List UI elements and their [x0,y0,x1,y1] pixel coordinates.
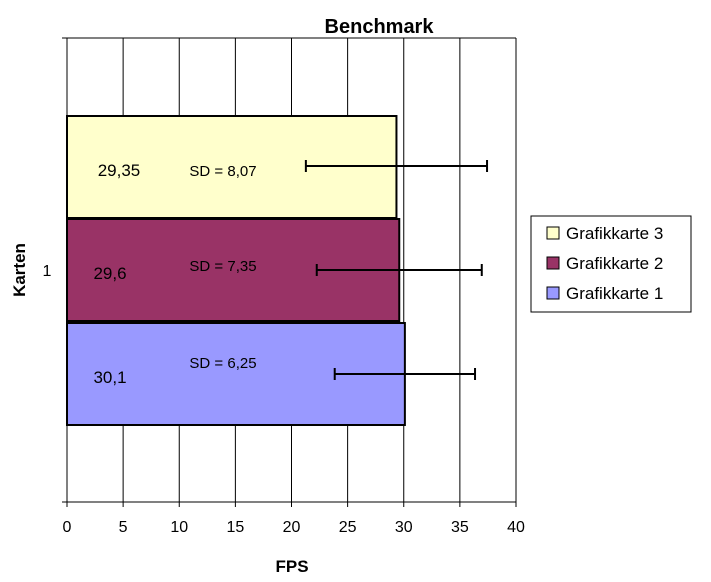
legend-swatch [546,226,560,240]
legend-swatch [546,286,560,300]
y-category-label: 1 [43,263,52,280]
x-axis-title: FPS [275,557,308,576]
x-tick-label: 30 [395,519,413,536]
sd-label: SD = 7,35 [189,258,256,275]
sd-label: SD = 6,25 [189,355,256,372]
y-axis-title: Karten [10,243,29,297]
x-tick-label: 5 [119,519,128,536]
x-tick-label: 0 [63,519,72,536]
legend-label: Grafikkarte 3 [566,224,663,243]
sd-label: SD = 8,07 [189,163,256,180]
x-tick-label: 25 [339,519,357,536]
chart-title: Benchmark [325,16,435,38]
x-tick-label: 15 [226,519,244,536]
bar-value-label: 29,35 [98,161,141,180]
legend-swatch [546,256,560,270]
legend: Grafikkarte 3 Grafikkarte 2 Grafikkarte 1 [530,215,692,313]
bar-value-label: 29,6 [93,264,126,283]
x-tick-label: 20 [283,519,301,536]
bar-value-label: 30,1 [93,368,126,387]
x-tick-label: 35 [451,519,469,536]
legend-label: Grafikkarte 1 [566,284,663,303]
bars: 30,1 SD = 6,25 29,6 SD = 7,35 29,35 SD = 8,07 [66,115,489,426]
axes: 0 5 10 15 20 25 30 35 40 1 [43,37,525,536]
x-tick-label: 10 [170,519,188,536]
x-tick-label: 40 [507,519,525,536]
legend-label: Grafikkarte 2 [566,254,663,273]
